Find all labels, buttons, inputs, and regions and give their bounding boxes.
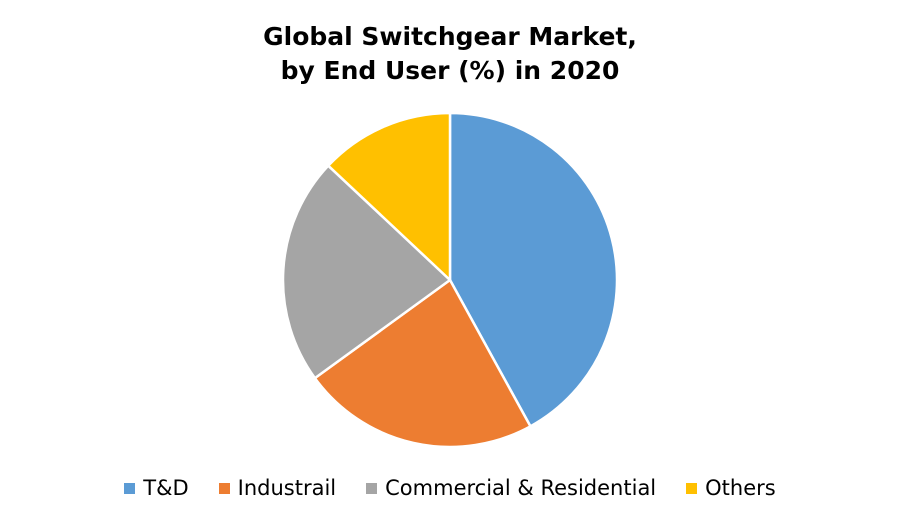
legend: T&D Industrail Commercial & Residential …: [0, 476, 900, 500]
legend-item-commercial-residential: Commercial & Residential: [366, 476, 656, 500]
legend-item-others: Others: [686, 476, 776, 500]
legend-swatch: [686, 482, 698, 494]
pie-slice-others: [327, 111, 452, 282]
pie-slice-industrail: [313, 278, 532, 449]
legend-swatch: [218, 482, 230, 494]
chart-title: Global Switchgear Market,: [263, 22, 637, 51]
legend-label: Others: [705, 476, 776, 500]
pie-slice-commercial-residential: [281, 164, 452, 380]
legend-swatch: [366, 482, 378, 494]
chart-subtitle: by End User (%) in 2020: [280, 56, 620, 85]
legend-label: T&D: [143, 476, 189, 500]
legend-label: Commercial & Residential: [385, 476, 657, 500]
chart-title-block: Global Switchgear Market, by End User (%…: [0, 20, 900, 88]
legend-swatch: [124, 482, 136, 494]
legend-label: Industrail: [237, 476, 337, 500]
legend-item-td: T&D: [124, 476, 189, 500]
pie-slice-td: [448, 111, 619, 428]
legend-item-industrail: Industrail: [218, 476, 337, 500]
